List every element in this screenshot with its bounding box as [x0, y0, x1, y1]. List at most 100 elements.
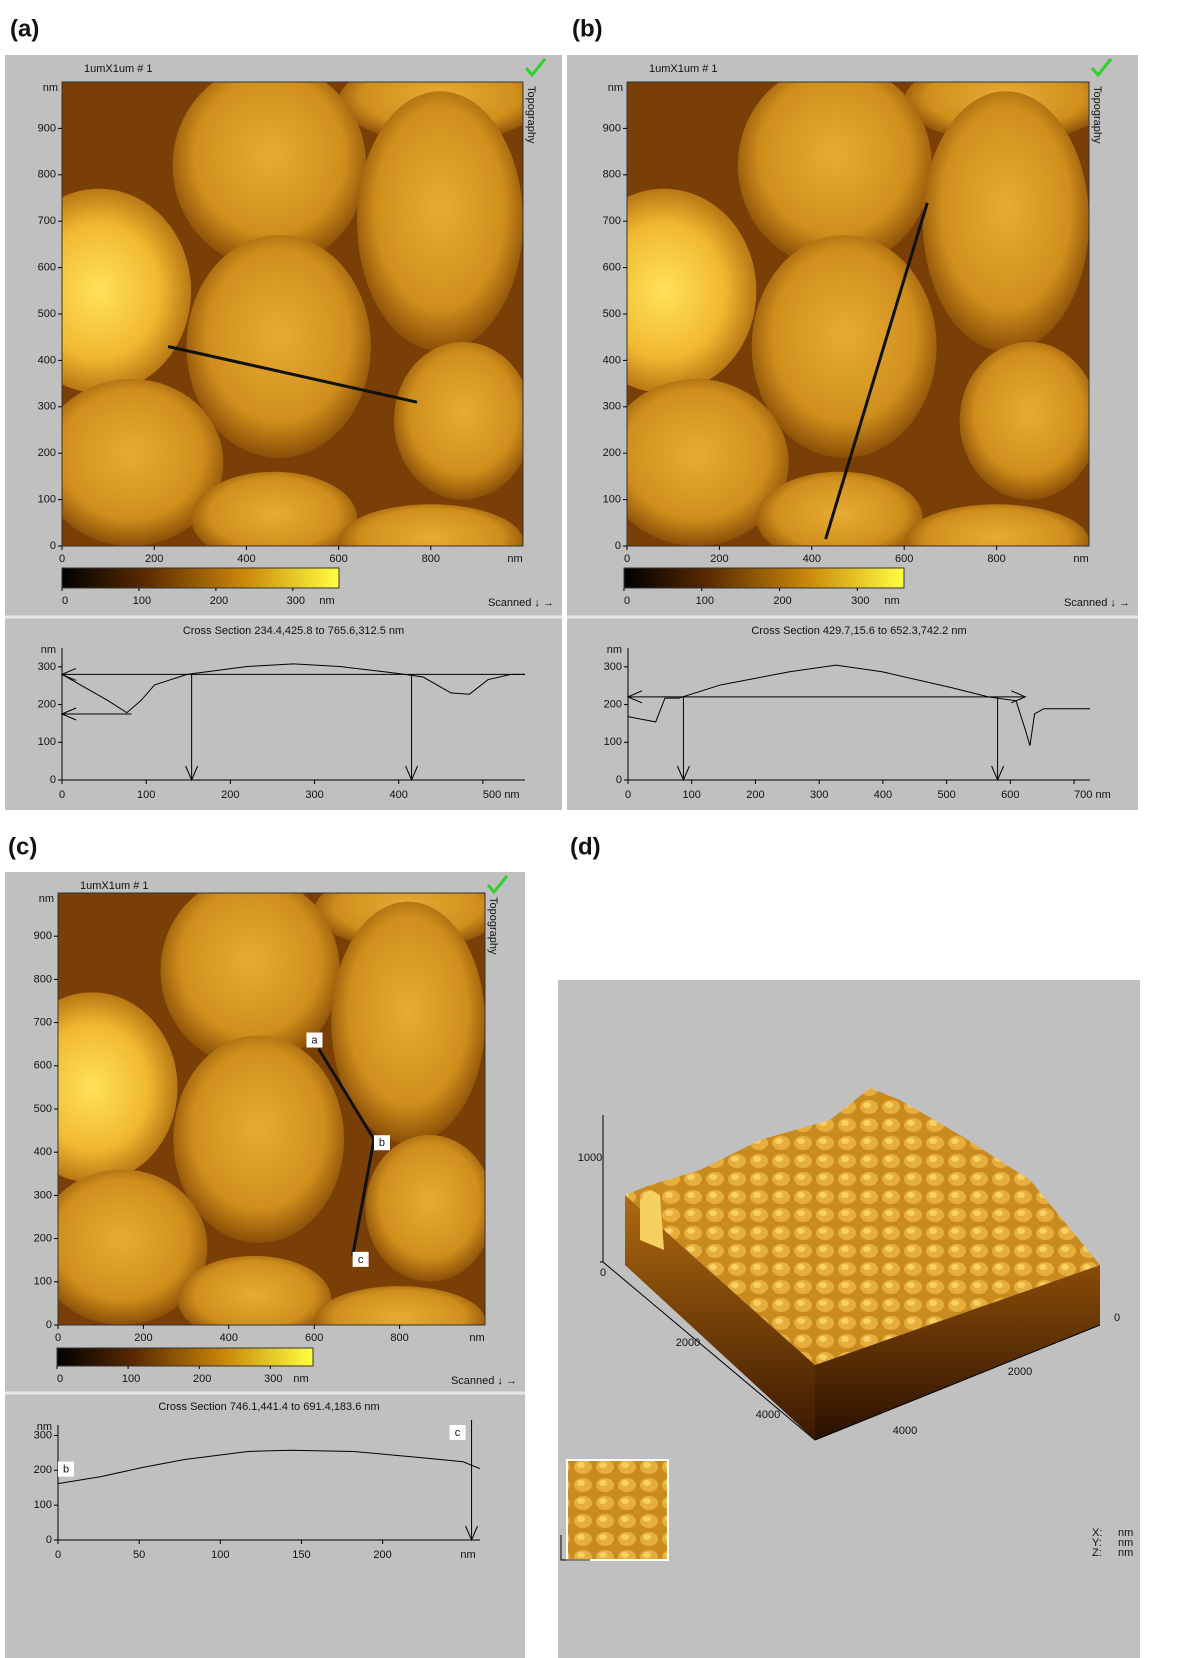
channel-label: Topography	[1091, 86, 1103, 144]
colorbar-tick-label: 200	[210, 595, 228, 607]
cross-x-tick-label: 500 nm	[483, 789, 520, 801]
x-tick-label: 0	[55, 1332, 61, 1344]
panel-3d: (d)1000020004000020004000X:nmY:nmZ:nm	[558, 833, 1140, 1658]
y-tick-label: 300	[34, 1189, 52, 1201]
cross-y-tick-label: 300	[38, 661, 56, 673]
panel: (b) 1umX1um # 1 Topography nm 0 100 200 300 400 5…	[567, 15, 1138, 810]
grain	[173, 1036, 344, 1243]
colorbar	[624, 568, 904, 588]
grain	[186, 235, 370, 458]
y-unit: nm	[39, 893, 54, 905]
x-unit: nm	[1073, 553, 1088, 565]
z-tick-label: 0	[600, 1267, 606, 1279]
panel-label: (d)	[570, 833, 601, 860]
y-tick-label: 400	[603, 354, 621, 366]
image-title: 1umX1um # 1	[80, 880, 148, 892]
y-tick-label: 0	[46, 1319, 52, 1331]
colorbar-tick-label: 100	[696, 595, 714, 607]
colorbar-tick-label: 0	[57, 1373, 63, 1385]
axis-tick-label: 0	[1114, 1312, 1120, 1324]
y-unit: nm	[43, 82, 58, 94]
cross-x-tick-label: 400	[390, 789, 408, 801]
x-tick-label: 800	[390, 1332, 408, 1344]
panel-label: (c)	[8, 833, 37, 860]
y-tick-label: 600	[34, 1060, 52, 1072]
scan-note: Scanned ↓ →	[451, 1375, 517, 1387]
colorbar-unit: nm	[293, 1373, 308, 1385]
channel-label: Topography	[525, 86, 537, 144]
y-tick-label: 900	[34, 930, 52, 942]
x-tick-label: 800	[987, 553, 1005, 565]
marker-label: c	[455, 1427, 461, 1439]
cross-x-tick-label: 300	[305, 789, 323, 801]
y-tick-label: 100	[603, 494, 621, 506]
x-tick-label: 0	[59, 553, 65, 565]
cross-y-unit: nm	[607, 644, 622, 656]
x-tick-label: 400	[220, 1332, 238, 1344]
y-tick-label: 0	[50, 540, 56, 552]
colorbar	[57, 1348, 313, 1366]
x-tick-label: 800	[422, 553, 440, 565]
y-tick-label: 800	[603, 169, 621, 181]
cross-x-tick-label: 200	[373, 1549, 391, 1561]
colorbar-unit: nm	[884, 595, 899, 607]
marker-label: c	[358, 1254, 364, 1266]
x-tick-label: 400	[237, 553, 255, 565]
grain	[960, 342, 1099, 500]
y-tick-label: 200	[34, 1233, 52, 1245]
cross-y-tick-label: 0	[46, 1534, 52, 1546]
readout-unit: nm	[1118, 1547, 1133, 1559]
x-unit: nm	[507, 553, 522, 565]
y-tick-label: 600	[603, 262, 621, 274]
cross-x-tick-label: 300	[810, 789, 828, 801]
axis-tick-label: 2000	[676, 1337, 700, 1349]
readout-axis: Z:	[1092, 1547, 1102, 1559]
grain	[394, 342, 532, 500]
marker-label: b	[379, 1137, 385, 1149]
cross-x-tick-label: 0	[625, 789, 631, 801]
scan-note: Scanned ↓ →	[1064, 597, 1130, 609]
y-tick-label: 200	[38, 447, 56, 459]
z-tick-label: 1000	[578, 1152, 602, 1164]
cross-y-tick-label: 300	[34, 1429, 52, 1441]
channel-label: Topography	[487, 897, 499, 955]
y-tick-label: 400	[34, 1146, 52, 1158]
marker-label: b	[63, 1464, 69, 1476]
cross-x-tick-label: 150	[292, 1549, 310, 1561]
colorbar-tick-label: 100	[133, 595, 151, 607]
afm-image	[7, 871, 502, 1355]
cross-y-tick-label: 200	[38, 698, 56, 710]
cross-x-tick-label: 100	[137, 789, 155, 801]
colorbar	[62, 568, 339, 588]
image-title: 1umX1um # 1	[649, 63, 717, 75]
x-tick-label: 400	[803, 553, 821, 565]
cross-x-tick-label: 400	[874, 789, 892, 801]
thumbnail	[567, 1460, 668, 1560]
y-tick-label: 300	[38, 401, 56, 413]
y-tick-label: 200	[603, 447, 621, 459]
x-tick-label: 0	[624, 553, 630, 565]
cross-y-tick-label: 0	[50, 774, 56, 786]
x-tick-label: 600	[305, 1332, 323, 1344]
y-tick-label: 800	[34, 973, 52, 985]
image-title: 1umX1um # 1	[84, 63, 152, 75]
cross-x-unit: nm	[460, 1549, 475, 1561]
y-tick-label: 100	[38, 494, 56, 506]
cross-y-tick-label: 100	[34, 1499, 52, 1511]
x-tick-label: 200	[145, 553, 163, 565]
y-tick-label: 300	[603, 401, 621, 413]
cross-x-tick-label: 200	[221, 789, 239, 801]
cross-y-unit: nm	[41, 644, 56, 656]
x-tick-label: 600	[329, 553, 347, 565]
colorbar-tick-label: 100	[122, 1373, 140, 1385]
cross-y-tick-label: 200	[604, 698, 622, 710]
y-tick-label: 500	[603, 308, 621, 320]
x-tick-label: 200	[134, 1332, 152, 1344]
y-tick-label: 800	[38, 169, 56, 181]
panel-label: (b)	[572, 15, 603, 42]
colorbar-tick-label: 300	[287, 595, 305, 607]
cross-section-title: Cross Section 429.7,15.6 to 652.3,742.2 …	[751, 625, 966, 637]
y-tick-label: 600	[38, 262, 56, 274]
colorbar-tick-label: 200	[773, 595, 791, 607]
scan-note: Scanned ↓ →	[488, 597, 554, 609]
